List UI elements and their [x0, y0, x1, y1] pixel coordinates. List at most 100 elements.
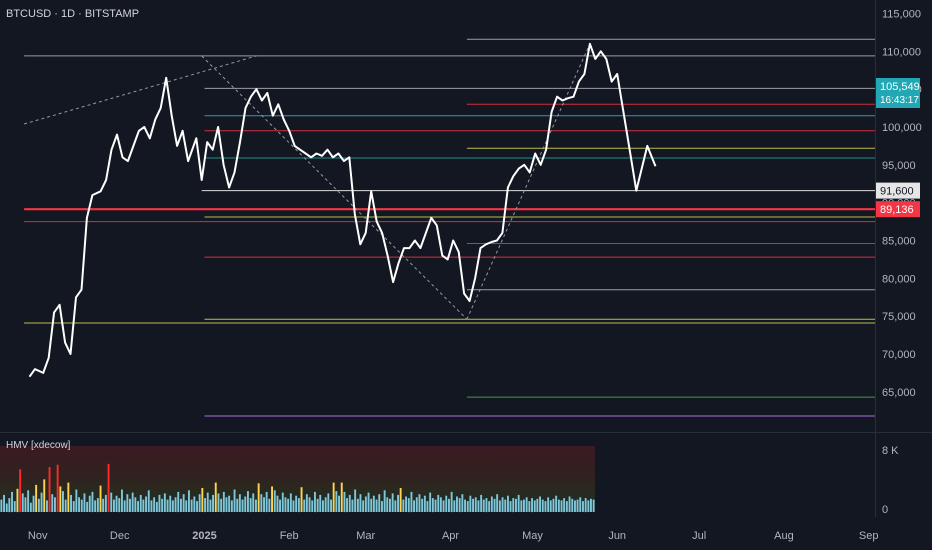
- y-tick-label: 75,000: [882, 311, 916, 323]
- volume-bar: [327, 493, 330, 512]
- volume-bar: [174, 497, 177, 512]
- indicator-heat-band: [0, 446, 595, 512]
- volume-bar: [37, 498, 40, 512]
- volume-bar: [482, 499, 485, 512]
- volume-bar: [512, 498, 515, 513]
- volume-bar: [356, 498, 359, 512]
- volume-bar: [480, 494, 483, 512]
- volume-bar: [204, 498, 206, 513]
- volume-bar: [501, 497, 504, 512]
- volume-bar: [574, 500, 576, 512]
- volume-bar: [453, 500, 456, 512]
- volume-bar: [303, 499, 306, 512]
- volume-bar: [429, 492, 432, 512]
- volume-bar: [297, 498, 300, 513]
- volume-bar: [236, 498, 239, 512]
- volume-bar: [338, 495, 340, 512]
- volume-bar: [206, 492, 209, 512]
- volume-bar: [343, 491, 346, 513]
- volume-bar: [378, 494, 381, 512]
- volume-bar: [539, 496, 541, 512]
- x-tick-label: Sep: [859, 530, 879, 542]
- volume-bar: [88, 495, 91, 512]
- volume-bar: [271, 486, 273, 512]
- volume-bar: [19, 469, 22, 512]
- volume-bar: [332, 482, 335, 512]
- volume-bar: [389, 498, 391, 512]
- volume-bar: [485, 498, 488, 513]
- volume-bar: [268, 498, 271, 512]
- volume-bar: [217, 493, 220, 512]
- price-badge-label: 91,600: [880, 186, 914, 198]
- volume-bar: [579, 497, 582, 512]
- volume-bar: [182, 494, 185, 512]
- volume-bar: [188, 490, 190, 512]
- volume-bar: [590, 498, 592, 512]
- volume-bar: [528, 501, 531, 512]
- volume-bar: [426, 501, 429, 512]
- volume-bar: [72, 501, 75, 512]
- price-line: [28, 42, 657, 378]
- x-tick-label: Mar: [356, 530, 375, 542]
- volume-bar: [515, 498, 517, 512]
- volume-bar: [249, 498, 252, 513]
- x-tick-label: Feb: [280, 530, 299, 542]
- volume-bar: [381, 501, 383, 512]
- y-tick-label: 70,000: [882, 349, 916, 361]
- volume-bar: [35, 484, 38, 512]
- volume-bar: [153, 497, 156, 512]
- volume-bar: [260, 494, 263, 512]
- volume-bar: [372, 495, 375, 512]
- volume-bar: [46, 500, 48, 512]
- volume-bar: [300, 487, 303, 512]
- volume-bar: [212, 494, 214, 512]
- volume-bar: [509, 501, 512, 512]
- volume-bar: [13, 501, 16, 512]
- x-tick-label: Jul: [692, 530, 706, 542]
- volume-bar: [490, 496, 493, 512]
- volume-bar: [442, 500, 445, 512]
- volume-bar: [102, 498, 105, 512]
- volume-bar: [458, 498, 461, 513]
- volume-bar: [461, 494, 464, 512]
- volume-bar: [177, 491, 180, 513]
- volume-bar: [252, 493, 255, 512]
- volume-bar: [214, 482, 217, 512]
- volume-bar: [171, 500, 174, 512]
- volume-bar: [96, 498, 99, 513]
- volume-bar: [129, 498, 131, 512]
- trendline: [201, 55, 468, 320]
- volume-bar: [198, 494, 201, 512]
- volume-bar: [415, 497, 418, 512]
- volume-bar: [335, 491, 338, 512]
- volume-bar: [147, 490, 150, 512]
- volume-bar: [150, 500, 153, 512]
- volume-bar: [279, 499, 281, 512]
- volume-bar: [99, 485, 102, 512]
- volume-bar: [582, 501, 584, 512]
- volume-bar: [70, 494, 72, 512]
- volume-bar: [265, 491, 268, 513]
- volume-bar: [314, 491, 316, 513]
- volume-bar: [405, 496, 407, 512]
- volume-bar: [126, 494, 129, 512]
- volume-bar: [552, 498, 555, 512]
- volume-bar: [163, 493, 166, 512]
- volume-bar: [391, 493, 394, 512]
- volume-bar: [193, 496, 196, 512]
- trendline: [466, 43, 591, 320]
- indicator-title: HMV [xdecow]: [6, 440, 71, 451]
- volume-bar: [91, 491, 94, 513]
- volume-bar: [322, 500, 324, 512]
- volume-bar: [121, 489, 123, 512]
- indicator-tick-label: 8 K: [882, 445, 899, 457]
- volume-bar: [394, 500, 397, 512]
- volume-bar: [399, 488, 402, 512]
- price-badge: [876, 182, 920, 199]
- volume-bar: [445, 495, 448, 512]
- volume-bar: [59, 486, 62, 512]
- volume-bar: [504, 499, 507, 512]
- volume-bar: [56, 464, 59, 512]
- volume-bar: [362, 500, 365, 512]
